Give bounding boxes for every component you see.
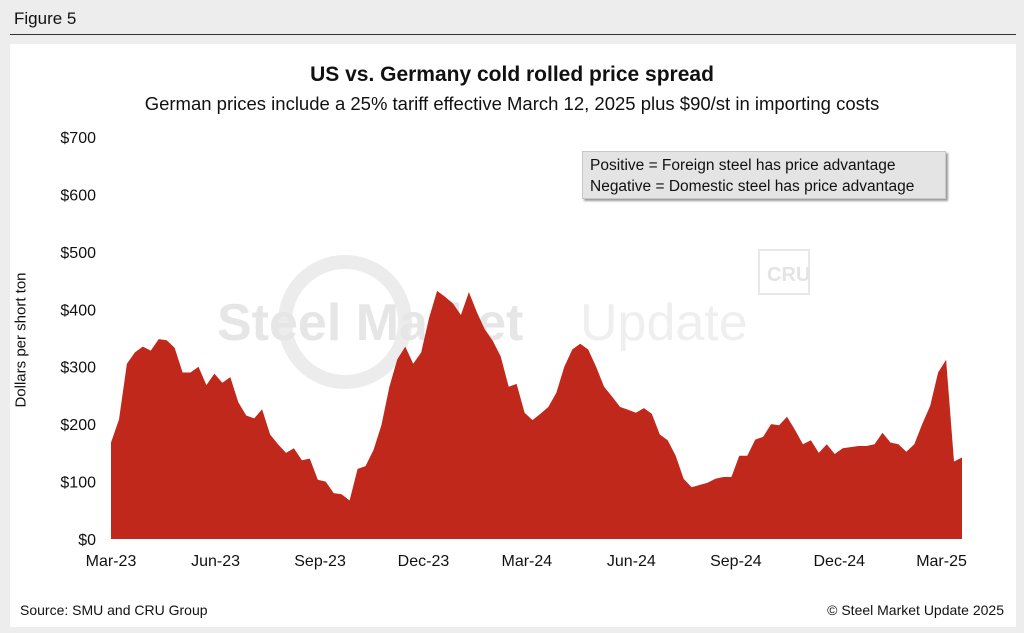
x-tick-label: Sep-23 [294, 553, 346, 570]
x-tick-label: Mar-25 [916, 553, 967, 570]
watermark: Steel Market Update CRU [217, 249, 810, 389]
legend-line-positive: Positive = Foreign steel has price advan… [590, 157, 896, 174]
y-tick-label: $700 [60, 130, 96, 147]
x-tick-label: Mar-23 [86, 553, 137, 570]
x-tick-label: Jun-24 [607, 553, 656, 570]
x-tick-label: Sep-24 [710, 553, 762, 570]
y-tick-label: $600 [60, 187, 96, 204]
watermark-swoosh [278, 255, 412, 389]
chart-title: US vs. Germany cold rolled price spread [310, 63, 714, 86]
x-tick-label: Dec-24 [814, 553, 866, 570]
watermark-badge-box [758, 249, 810, 295]
watermark-light-text: Update [580, 294, 748, 352]
y-tick-label: $100 [60, 475, 96, 492]
legend-line-negative: Negative = Domestic steel has price adva… [590, 178, 915, 195]
x-tick-label: Dec-23 [398, 553, 450, 570]
y-axis-label: Dollars per short ton [12, 272, 30, 408]
watermark-badge-text: CRU [767, 264, 810, 286]
y-tick-label: $300 [60, 360, 96, 377]
copyright-note: © Steel Market Update 2025 [827, 602, 1004, 618]
x-tick-label: Mar-24 [501, 553, 552, 570]
y-tick-label: $500 [60, 245, 96, 262]
chart-subtitle: German prices include a 25% tariff effec… [144, 93, 880, 114]
y-tick-label: $400 [60, 302, 96, 319]
legend-note: Positive = Foreign steel has price advan… [582, 151, 946, 199]
figure-label: Figure 5 [14, 9, 77, 28]
y-tick-label: $0 [78, 532, 96, 549]
spread-area [111, 290, 962, 539]
x-tick-label: Jun-23 [191, 553, 240, 570]
source-note: Source: SMU and CRU Group [20, 602, 208, 618]
figure-header: Figure 5 [10, 6, 1016, 35]
y-tick-label: $200 [60, 417, 96, 434]
